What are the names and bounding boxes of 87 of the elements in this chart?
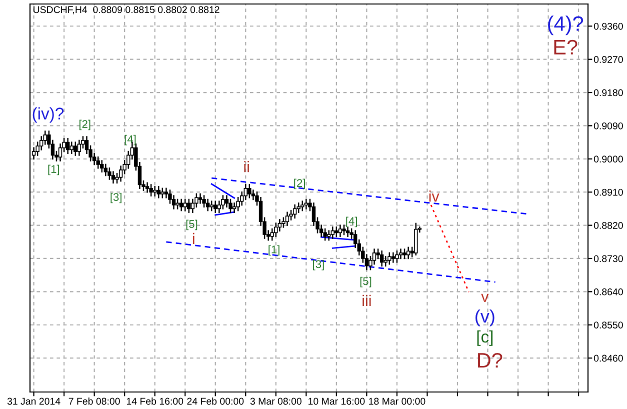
chart-title: USDCHF,H4 0.8809 0.8815 0.8802 0.8812 [34, 6, 220, 14]
annotation: iii [362, 294, 371, 306]
annotation: [5] [186, 220, 198, 230]
candlestick [183, 198, 187, 212]
candlestick [156, 186, 160, 198]
candlestick [380, 250, 384, 266]
candlestick [398, 248, 403, 260]
candlestick [323, 228, 327, 241]
annotation: [2] [79, 120, 90, 130]
candlestick [330, 226, 334, 239]
candlestick [179, 198, 184, 212]
candlestick [104, 164, 108, 176]
candlestick [274, 222, 278, 237]
candlestick [77, 140, 82, 156]
candlestick [210, 200, 214, 212]
candlestick [66, 138, 70, 154]
y-tick-label: 0.8640 [594, 288, 623, 296]
candlestick [391, 252, 396, 263]
candlestick [342, 224, 346, 236]
x-tick-label: 14 Feb 16:00 [126, 398, 184, 405]
annotation: (4)? [548, 16, 584, 36]
candlestick [327, 230, 331, 241]
x-tick-label: 18 Mar 00:00 [369, 398, 426, 405]
annotation: [2] [294, 178, 305, 190]
candlestick [285, 212, 290, 226]
annotation: iv [429, 190, 440, 202]
candlestick [100, 160, 104, 172]
candlestick [206, 198, 210, 212]
x-tick-label: 31 Jan 2014 [7, 398, 60, 405]
annotation: [4] [124, 134, 136, 146]
candlestick [334, 226, 338, 237]
candlestick [149, 184, 153, 196]
y-tick-label: 0.8910 [594, 188, 623, 196]
x-tick-label: 24 Feb 00:00 [187, 398, 244, 405]
annotation: [5] [360, 276, 372, 288]
candlestick [304, 198, 308, 210]
y-tick-label: 0.9000 [594, 156, 623, 163]
candlestick [152, 186, 157, 196]
candlestick [108, 168, 112, 180]
x-tick-label: 7 Feb 08:00 [68, 398, 120, 405]
candlestick [346, 226, 350, 237]
candlestick [338, 224, 342, 237]
x-tick-label: 3 Mar 08:00 [250, 398, 302, 405]
candlestick [292, 204, 297, 219]
annotation: (iv)? [32, 107, 64, 123]
annotation: D? [478, 352, 502, 368]
annotation: v [481, 294, 489, 302]
candlestick [74, 142, 78, 156]
annotation: E? [554, 40, 578, 54]
candlestick [406, 246, 410, 260]
candlestick [214, 200, 218, 214]
candlestick [187, 198, 191, 214]
y-tick-label: 0.8460 [594, 354, 623, 362]
candlestick [198, 193, 202, 204]
y-tick-label: 0.9270 [594, 56, 623, 63]
y-tick-label: 0.9090 [594, 122, 623, 130]
annotation: ii [244, 161, 249, 172]
candlestick [202, 195, 206, 208]
y-tick-label: 0.9360 [594, 22, 623, 30]
annotation: [c] [477, 330, 493, 346]
annotation: [1] [268, 245, 280, 256]
candlestick [384, 256, 388, 266]
candlestick [300, 200, 304, 212]
candlestick [221, 195, 225, 210]
annotation: [4] [346, 216, 357, 228]
annotation: [3] [313, 260, 324, 270]
candlestick [248, 184, 252, 198]
candlestick [176, 198, 180, 210]
candlestick [414, 222, 418, 256]
candlestick [70, 142, 74, 154]
candlestick [96, 156, 100, 169]
y-tick-label: 0.8820 [594, 222, 623, 229]
annotation: i [192, 232, 194, 244]
candlestick [388, 252, 392, 265]
annotation: [1] [48, 164, 60, 176]
candlestick [145, 182, 150, 193]
y-tick-label: 0.8730 [594, 255, 623, 262]
annotation: [3] [110, 192, 122, 204]
y-tick-label: 0.9180 [594, 89, 623, 96]
candlestick [395, 250, 399, 263]
y-tick-label: 0.8550 [594, 322, 623, 328]
candlestick [228, 198, 232, 214]
candlestick [111, 171, 116, 184]
candlestick [160, 188, 164, 198]
x-tick-label: 10 Mar 16:00 [308, 398, 365, 405]
annotation: (v) [476, 309, 494, 326]
candlestick [402, 248, 406, 260]
